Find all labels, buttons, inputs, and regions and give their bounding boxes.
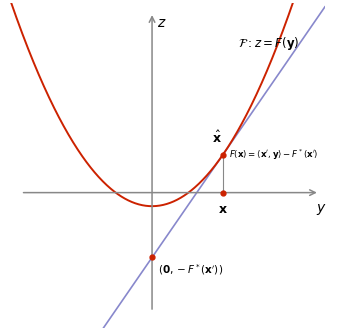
Text: $(\mathbf{0}, -F^*(\mathbf{x}'))$: $(\mathbf{0}, -F^*(\mathbf{x}'))$ <box>158 262 223 277</box>
Text: $z$: $z$ <box>157 16 166 30</box>
Text: $F(\mathbf{x}) = \langle \mathbf{x}', \mathbf{y}\rangle - F^*(\mathbf{x}')$: $F(\mathbf{x}) = \langle \mathbf{x}', \m… <box>229 148 319 162</box>
Text: $y$: $y$ <box>316 202 327 217</box>
Text: $\hat{\mathbf{x}}$: $\hat{\mathbf{x}}$ <box>212 130 222 146</box>
Text: $\mathbf{x}$: $\mathbf{x}$ <box>218 204 228 216</box>
Text: $\mathcal{F}: z = F(\mathbf{y})$: $\mathcal{F}: z = F(\mathbf{y})$ <box>238 35 300 53</box>
